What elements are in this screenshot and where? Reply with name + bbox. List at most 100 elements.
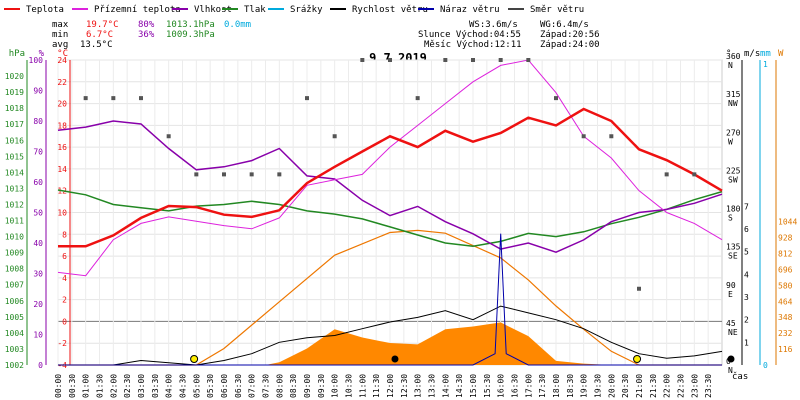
series-n-raz-v-tru — [58, 233, 722, 366]
hpa-axis-tick: 1010 — [5, 233, 24, 242]
wind-direction-point — [471, 58, 475, 62]
direction-axis-tick: 225 — [726, 166, 741, 175]
percent-axis-tick: 70 — [33, 148, 43, 157]
x-tick-label: 22:30 — [677, 374, 686, 398]
stat-max-rain: 0.0mm — [224, 20, 251, 30]
legend-item: Směr větru — [530, 5, 584, 15]
celsius-axis-tick: 20 — [57, 100, 67, 109]
x-tick-label: 23:00 — [690, 374, 699, 398]
x-tick-label: 02:30 — [123, 374, 132, 398]
percent-axis-tick: 50 — [33, 209, 43, 218]
direction-axis-unit: ° — [726, 49, 731, 59]
wind-direction-point — [664, 172, 669, 177]
celsius-axis-tick: -2 — [57, 339, 67, 348]
series — [57, 59, 723, 366]
moonrise-info: Měsíc Východ:12:11 — [424, 40, 522, 50]
x-tick-label: 23:30 — [704, 374, 713, 398]
percent-axis-tick: 10 — [33, 331, 43, 340]
hpa-axis-tick: 1004 — [5, 329, 24, 338]
x-tick-label: 17:30 — [538, 374, 547, 398]
series-teplota — [58, 107, 723, 248]
x-tick-label: 08:00 — [275, 374, 284, 398]
wind-sun-info: WS:3.6m/s WG:6.4m/s Slunce Východ:04:55 … — [418, 20, 600, 50]
direction-axis-tick-label: SE — [728, 252, 738, 261]
hpa-axis-tick: 1006 — [5, 297, 24, 306]
x-tick-label: 06:00 — [220, 374, 229, 398]
x-tick-label: 05:30 — [206, 374, 215, 398]
hpa-axis-tick: 1008 — [5, 265, 24, 274]
x-tick-label: 16:00 — [497, 374, 506, 398]
hpa-axis-tick: 1014 — [5, 168, 24, 177]
wind-direction-point — [526, 58, 531, 62]
wind-direction-point — [692, 172, 697, 177]
stat-avg-temp: 13.5°C — [80, 40, 113, 50]
x-tick-label: 14:00 — [441, 374, 450, 398]
x-tick-label: 11:30 — [372, 374, 381, 398]
x-tick-label: 08:30 — [289, 374, 298, 398]
x-tick-label: 14:30 — [455, 374, 464, 398]
x-tick-label: 07:00 — [248, 374, 257, 398]
mm-axis-tick: 1 — [763, 60, 768, 69]
direction-axis-tick: 270 — [726, 128, 741, 137]
ms-axis-unit: m/s — [744, 49, 760, 59]
x-tick-label: 13:30 — [428, 374, 437, 398]
direction-axis-tick-label: NW — [728, 99, 738, 108]
sunrise-info: Slunce Východ:04:55 — [418, 30, 521, 40]
wind-direction-point — [111, 96, 116, 101]
percent-axis-tick: 30 — [33, 270, 43, 279]
axes: hPa1002100310041005100610071008100910101… — [5, 49, 798, 398]
x-tick-label: 12:30 — [400, 374, 409, 398]
wind-direction-point — [139, 96, 143, 101]
series-rychlost-v-tru — [58, 305, 723, 366]
wind-direction-point — [581, 134, 586, 139]
wind-gust-info: WG:6.4m/s — [540, 20, 589, 30]
sunrise-marker — [190, 355, 199, 363]
plot-area — [57, 59, 723, 366]
wm2-axis-tick: 928 — [778, 234, 793, 243]
ms-axis-tick: 4 — [744, 270, 749, 279]
x-tick-label: 19:30 — [594, 374, 603, 398]
solar-intensity-area — [58, 322, 722, 365]
hpa-axis-tick: 1011 — [5, 217, 24, 226]
stat-min-hum: 36% — [138, 30, 155, 40]
x-tick-label: 17:00 — [524, 374, 533, 398]
x-tick-label: 15:30 — [483, 374, 492, 398]
wm2-axis-tick: 348 — [778, 313, 793, 322]
ms-axis-tick: 1 — [744, 338, 749, 347]
legend-item: Vlhkost — [194, 5, 232, 15]
mm-axis-unit: mm — [760, 49, 771, 59]
wm2-axis-tick: 696 — [778, 265, 793, 274]
percent-axis-tick: 100 — [29, 56, 44, 65]
ms-axis-tick: 2 — [744, 316, 749, 325]
x-tick-label: 21:00 — [635, 374, 644, 398]
celsius-axis-tick: 0 — [62, 317, 67, 326]
direction-axis-tick: 90 — [726, 281, 736, 290]
x-tick-label: 10:00 — [331, 374, 340, 398]
ms-axis-tick: 7 — [744, 202, 749, 211]
hpa-axis-tick: 1015 — [5, 152, 24, 161]
x-tick-label: 04:30 — [179, 374, 188, 398]
sunset-info: Západ:20:56 — [540, 30, 600, 40]
ms-axis-tick: 3 — [744, 293, 749, 302]
series-tlak — [57, 189, 723, 247]
wind-speed-info: WS:3.6m/s — [469, 20, 518, 30]
hpa-axis-tick: 1002 — [5, 361, 24, 370]
ms-axis-tick: 6 — [744, 225, 749, 234]
moonset-marker — [727, 355, 735, 363]
wind-direction-point — [415, 96, 420, 101]
x-tick-label: 19:00 — [580, 374, 589, 398]
direction-axis-tick: 0 — [726, 357, 731, 366]
wm2-axis-tick: 1044 — [778, 218, 797, 227]
x-tick-label: 20:00 — [607, 374, 616, 398]
hpa-axis-tick: 1016 — [5, 136, 24, 145]
hpa-axis-tick: 1020 — [5, 72, 24, 81]
stat-max-hum: 80% — [138, 20, 155, 30]
x-tick-label: 16:30 — [511, 374, 520, 398]
percent-axis-tick: 0 — [38, 361, 43, 370]
stat-min-label: min — [52, 30, 68, 40]
x-tick-label: 03:30 — [151, 374, 160, 398]
wm2-axis-tick: 464 — [778, 297, 793, 306]
direction-axis-tick-label: E — [728, 290, 733, 299]
wind-direction-point — [388, 58, 392, 62]
